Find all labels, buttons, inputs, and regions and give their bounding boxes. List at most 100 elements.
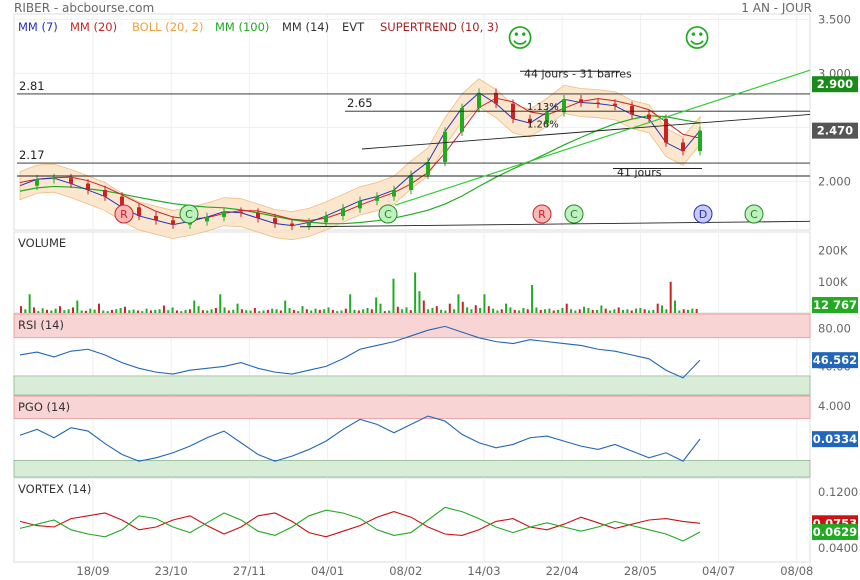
x-tick-label: 08/02 bbox=[389, 564, 422, 578]
volume-bar bbox=[59, 306, 61, 313]
volume-bar bbox=[115, 309, 117, 313]
volume-bar bbox=[345, 309, 347, 313]
volume-tick-label: 100K bbox=[818, 275, 848, 289]
volume-bar bbox=[449, 304, 451, 313]
volume-bar bbox=[94, 310, 96, 313]
volume-bar bbox=[479, 308, 481, 313]
level-label: 2.17 bbox=[19, 148, 45, 162]
volume-bar bbox=[33, 307, 35, 313]
candle-body bbox=[443, 132, 447, 162]
candle-body bbox=[324, 216, 328, 222]
volume-bar bbox=[652, 310, 654, 313]
x-tick-label: 18/09 bbox=[76, 564, 109, 578]
volume-bar bbox=[323, 309, 325, 313]
candle-body bbox=[273, 218, 277, 223]
volume-bar bbox=[453, 309, 455, 313]
pgo-tick-label: 4.000 bbox=[818, 399, 851, 413]
indicator-supertrend[interactable]: SUPERTREND (10, 3) bbox=[380, 20, 499, 34]
period-label[interactable]: 1 AN - JOUR bbox=[741, 1, 812, 15]
volume-bar bbox=[332, 310, 334, 313]
volume-bar bbox=[457, 294, 459, 313]
volume-bar bbox=[20, 306, 22, 313]
volume-bar bbox=[388, 311, 390, 313]
vortex-current-label: 0.0629 bbox=[813, 525, 857, 539]
signal-marker-letter: C bbox=[384, 208, 392, 221]
indicator-mm100[interactable]: MM (100) bbox=[215, 20, 269, 34]
volume-bar bbox=[224, 307, 226, 313]
indicator-mm14[interactable]: MM (14) bbox=[282, 20, 329, 34]
rsi-oversold-zone bbox=[14, 376, 810, 395]
indicator-mm20[interactable]: MM (20) bbox=[70, 20, 117, 34]
volume-bar bbox=[475, 305, 477, 313]
volume-bar bbox=[600, 306, 602, 313]
x-tick-label: 28/05 bbox=[624, 564, 657, 578]
volume-bar bbox=[263, 311, 265, 313]
candle-body bbox=[596, 103, 600, 104]
candle-body bbox=[171, 220, 175, 224]
volume-bar bbox=[548, 309, 550, 313]
volume-bar bbox=[401, 309, 403, 313]
volume-bar bbox=[245, 310, 247, 313]
x-tick-label: 04/01 bbox=[311, 564, 344, 578]
volume-bar bbox=[566, 304, 568, 313]
volume-bar bbox=[124, 307, 126, 313]
indicator-boll[interactable]: BOLL (20, 2) bbox=[132, 20, 203, 34]
volume-bar bbox=[609, 311, 611, 313]
volume-bar bbox=[522, 308, 524, 313]
volume-bar bbox=[328, 307, 330, 313]
volume-bar bbox=[293, 310, 295, 313]
volume-bar bbox=[696, 309, 698, 313]
rsi-panel-title: RSI (14) bbox=[18, 318, 64, 332]
volume-bar bbox=[687, 310, 689, 313]
volume-bar bbox=[254, 308, 256, 313]
volume-bar bbox=[635, 309, 637, 313]
smiley-icon: ☺ bbox=[506, 24, 533, 54]
volume-bar bbox=[354, 310, 356, 313]
volume-bar bbox=[128, 310, 130, 313]
candle-body bbox=[358, 201, 362, 209]
volume-bar bbox=[665, 309, 667, 313]
volume-bar bbox=[228, 311, 230, 313]
volume-bar bbox=[631, 311, 633, 313]
volume-bar bbox=[379, 304, 381, 313]
indicator-evt[interactable]: EVT bbox=[342, 20, 364, 34]
volume-bar bbox=[366, 308, 368, 313]
volume-bar bbox=[163, 306, 165, 313]
volume-bar bbox=[50, 311, 52, 313]
signal-marker-letter: R bbox=[120, 208, 128, 221]
volume-bar bbox=[518, 311, 520, 313]
volume-bar bbox=[85, 311, 87, 313]
candle-body bbox=[86, 184, 90, 190]
volume-bar bbox=[219, 294, 221, 313]
candle-body bbox=[103, 190, 107, 196]
volume-bar bbox=[587, 308, 589, 313]
volume-bar bbox=[691, 309, 693, 313]
price-current-label: 2.470 bbox=[817, 124, 853, 138]
indicator-mm7[interactable]: MM (7) bbox=[18, 20, 58, 34]
volume-bar bbox=[384, 311, 386, 313]
volume-bar bbox=[579, 309, 581, 313]
volume-bar bbox=[639, 308, 641, 313]
volume-bar bbox=[418, 291, 420, 313]
volume-bar bbox=[250, 311, 252, 313]
volume-bar bbox=[605, 309, 607, 313]
volume-bar bbox=[280, 311, 282, 313]
volume-bar bbox=[661, 306, 663, 313]
candle-body bbox=[137, 207, 141, 216]
volume-bar bbox=[68, 309, 70, 313]
candle-body bbox=[494, 93, 498, 104]
x-tick-label: 08/08 bbox=[780, 564, 813, 578]
vortex-panel-title: VORTEX (14) bbox=[18, 482, 91, 496]
rsi-tick-label: 80.00 bbox=[818, 321, 851, 335]
volume-bar bbox=[570, 309, 572, 313]
volume-bar bbox=[76, 301, 78, 313]
candle-body bbox=[222, 212, 226, 217]
volume-bar bbox=[215, 308, 217, 313]
volume-bar bbox=[167, 310, 169, 313]
vortex-tick-label: 0.0400 bbox=[818, 541, 858, 555]
volume-bar bbox=[514, 310, 516, 313]
smiley-icon: ☺ bbox=[683, 24, 710, 54]
volume-bar bbox=[648, 311, 650, 313]
volume-bar bbox=[72, 307, 74, 313]
